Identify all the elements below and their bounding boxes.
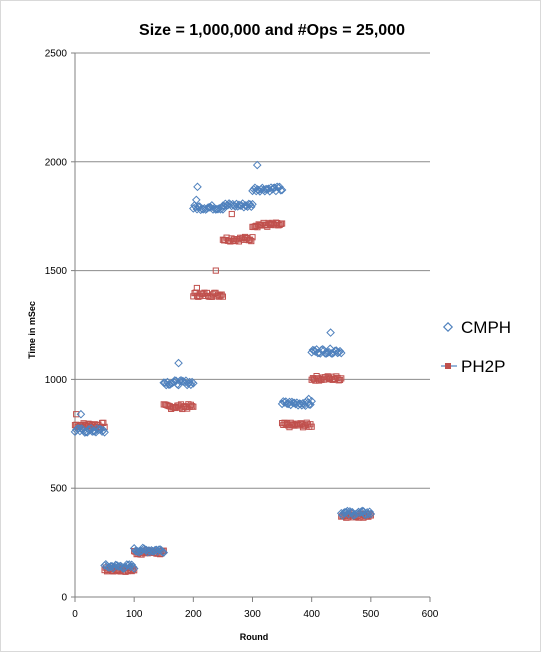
cmph-point <box>193 182 202 192</box>
cmph-point <box>159 548 169 557</box>
ph2p-point <box>336 376 344 384</box>
ph2p-point <box>193 284 200 292</box>
ph2p-point <box>212 267 219 274</box>
y-tick-label: 500 <box>50 484 67 495</box>
cmph-point <box>307 396 316 406</box>
cmph-point <box>127 560 137 570</box>
cmph-point <box>154 545 164 555</box>
cmph-point <box>301 401 310 411</box>
y-tick-labels: 0 500 1000 1500 2000 2500 <box>45 49 68 604</box>
data-points <box>70 160 376 575</box>
ph2p-point <box>308 423 315 430</box>
cmph-point <box>107 561 117 571</box>
cmph-point <box>245 200 255 209</box>
cmph-point <box>276 185 286 195</box>
cmph-point <box>205 203 214 212</box>
cmph-point <box>81 427 91 437</box>
cmph-point <box>366 509 376 519</box>
cmph-point <box>246 202 256 212</box>
cmph-point <box>129 564 139 573</box>
ph2p-point <box>190 403 197 410</box>
y-tick-label: 2000 <box>45 157 68 168</box>
x-axis-label: Round <box>240 632 269 642</box>
axes <box>71 52 431 602</box>
ph2p-point <box>248 237 255 245</box>
ph2p-point <box>218 291 225 298</box>
ph2p-point <box>73 411 80 418</box>
legend-cmph-label: CMPH <box>461 318 511 337</box>
y-tick-label: 2500 <box>45 49 68 60</box>
cmph-point <box>115 562 124 571</box>
ph2p-point <box>131 567 138 574</box>
cmph-point <box>75 426 85 436</box>
cmph-point <box>320 349 330 358</box>
gridlines <box>75 52 430 489</box>
cmph-point <box>191 202 201 212</box>
ph2p-point <box>100 419 107 426</box>
cmph-point <box>186 380 196 390</box>
cmph-point <box>124 560 134 569</box>
x-tick-label: 200 <box>185 609 202 620</box>
cmph-point <box>203 203 213 212</box>
x-tick-label: 400 <box>303 609 320 620</box>
ph2p-point <box>278 220 286 227</box>
legend: CMPH PH2P <box>441 318 511 376</box>
legend-ph2p-marker <box>445 363 451 369</box>
ph2p-point <box>338 375 345 382</box>
cmph-point <box>76 409 86 419</box>
y-tick-label: 1000 <box>45 375 68 386</box>
x-tick-labels: 0 100 200 300 400 500 600 <box>72 609 439 620</box>
cmph-point <box>288 398 298 408</box>
cmph-point <box>158 547 167 557</box>
cmph-point <box>336 348 346 358</box>
x-tick-label: 0 <box>72 609 78 620</box>
cmph-point <box>191 195 201 205</box>
cmph-point <box>340 507 350 517</box>
x-tick-label: 300 <box>244 609 261 620</box>
cmph-point <box>252 160 262 170</box>
x-tick-label: 100 <box>126 609 143 620</box>
x-tick-label: 600 <box>422 609 439 620</box>
cmph-point <box>174 358 183 368</box>
cmph-point <box>304 394 314 404</box>
cmph-point <box>193 202 203 211</box>
cmph-point <box>99 425 108 435</box>
cmph-point <box>248 199 257 209</box>
cmph-point <box>336 508 346 518</box>
cmph-point <box>308 345 318 355</box>
cmph-point <box>89 426 98 436</box>
legend-cmph-marker <box>442 321 454 333</box>
legend-ph2p-label: PH2P <box>461 357 505 376</box>
cmph-point <box>277 185 287 195</box>
cmph-point <box>344 509 353 519</box>
y-axis-label: Time in mSec <box>27 301 37 359</box>
cmph-point <box>326 328 335 337</box>
cmph-point <box>96 425 106 434</box>
cmph-point <box>365 507 374 517</box>
cmph-point <box>261 184 271 194</box>
cmph-point <box>189 378 198 388</box>
ph2p-point <box>219 293 227 300</box>
chart-title: Size = 1,000,000 and #Ops = 25,000 <box>139 22 405 39</box>
ph2p-point <box>228 210 235 218</box>
cmph-point <box>212 204 222 214</box>
cmph-point <box>177 376 187 386</box>
cmph-point <box>364 509 373 519</box>
cmph-point <box>100 427 109 437</box>
y-tick-label: 0 <box>61 593 67 604</box>
ph2p-point <box>249 234 256 241</box>
ph2p-point <box>189 403 196 410</box>
cmph-point <box>240 201 250 210</box>
cmph-point <box>304 400 314 409</box>
cmph-point <box>103 563 113 572</box>
y-tick-label: 1500 <box>45 266 68 277</box>
x-tick-label: 500 <box>362 609 379 620</box>
